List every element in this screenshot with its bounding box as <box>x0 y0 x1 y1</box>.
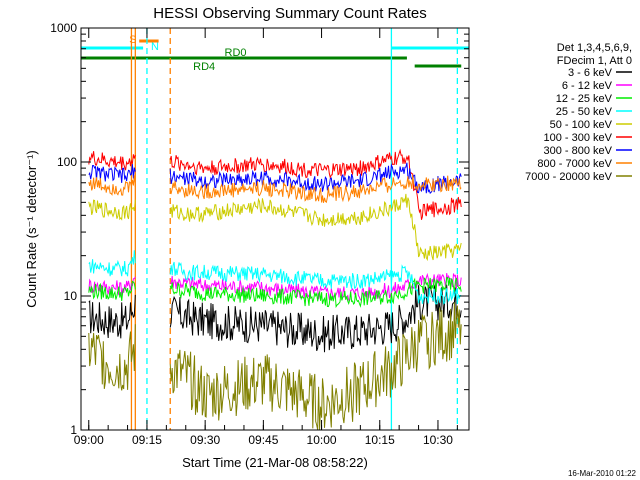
legend-entry-label: 7000 - 20000 keV <box>525 171 613 183</box>
x-tick-label: 09:00 <box>74 433 104 447</box>
legend-header: FDecim 1, Att 0 <box>557 55 632 67</box>
legend-entry-label: 6 - 12 keV <box>562 80 613 92</box>
x-tick-label: 10:00 <box>307 433 337 447</box>
series-line-3 <box>88 250 462 305</box>
legend-entry-label: 50 - 100 keV <box>550 119 613 131</box>
plot-frame <box>80 27 470 431</box>
x-axis: 09:00 09:15 09:30 09:45 10:00 10:15 10:30 <box>74 28 458 447</box>
y-tick-label: 1 <box>70 423 77 437</box>
y-tick-label: 10 <box>64 289 78 303</box>
x-tick-label: 09:15 <box>132 433 162 447</box>
legend-entry-label: 3 - 6 keV <box>568 67 613 79</box>
flag-bars: S N RD0 RD4 <box>81 34 469 73</box>
y-tick-label: 100 <box>57 155 77 169</box>
x-tick-label: 10:15 <box>365 433 395 447</box>
y-tick-label: 1000 <box>50 21 77 35</box>
series-line-0 <box>88 284 462 353</box>
series-line-8 <box>88 302 462 431</box>
series-line-7 <box>88 174 462 204</box>
x-tick-label: 09:30 <box>190 433 220 447</box>
series-lines <box>88 148 462 431</box>
legend-entry-label: 12 - 25 keV <box>556 93 613 105</box>
y-axis: 1 10 100 1000 <box>50 21 469 437</box>
x-tick-label: 09:45 <box>248 433 278 447</box>
legend-entry-label: 100 - 300 keV <box>544 132 613 144</box>
series-line-5 <box>88 148 462 220</box>
flag-label: S <box>129 34 136 46</box>
legend-entry-label: 300 - 800 keV <box>544 145 613 157</box>
legend-entry-label: 25 - 50 keV <box>556 106 613 118</box>
chart-title: HESSI Observing Summary Count Rates <box>153 5 426 22</box>
x-axis-label: Start Time (21-Mar-08 08:58:22) <box>182 455 368 470</box>
series-line-4 <box>88 193 462 262</box>
x-tick-label: 10:30 <box>423 433 453 447</box>
legend-header: Det 1,3,4,5,6,9, <box>557 42 632 54</box>
flag-label: RD4 <box>193 61 215 73</box>
legend: Det 1,3,4,5,6,9,FDecim 1, Att 03 - 6 keV… <box>525 42 632 183</box>
flag-label: RD0 <box>225 47 247 59</box>
vertical-markers <box>130 28 459 430</box>
footer-timestamp: 16-Mar-2010 01:22 <box>568 469 637 478</box>
legend-entry-label: 800 - 7000 keV <box>537 158 612 170</box>
y-axis-label: Count Rate (s⁻¹ detector⁻¹) <box>24 150 39 308</box>
flag-label: N <box>151 41 159 53</box>
